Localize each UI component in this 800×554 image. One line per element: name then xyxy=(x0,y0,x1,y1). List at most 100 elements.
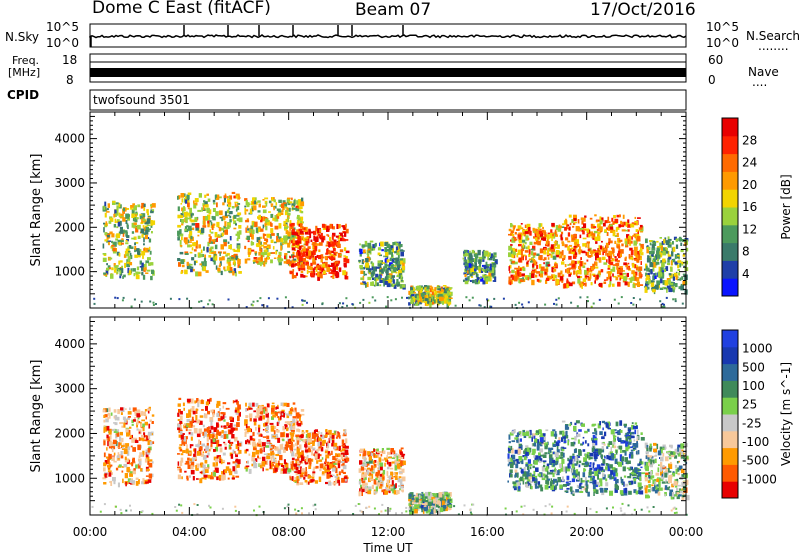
heatmap-cell xyxy=(271,416,274,420)
heatmap-cell xyxy=(246,439,249,443)
heatmap-cell xyxy=(648,269,651,273)
heatmap-cell xyxy=(223,469,226,475)
heatmap-cell xyxy=(146,224,151,227)
heatmap-noise-cell xyxy=(152,301,155,304)
heatmap-noise-cell xyxy=(181,511,184,514)
heatmap-cell xyxy=(259,445,262,448)
heatmap-cell xyxy=(582,237,587,240)
heatmap-cell xyxy=(478,259,482,264)
heatmap-cell xyxy=(119,268,124,273)
heatmap-cell xyxy=(143,411,146,416)
heatmap-cell xyxy=(561,261,565,265)
heatmap-cell xyxy=(625,244,629,248)
heatmap-cell xyxy=(333,239,337,243)
heatmap-cell xyxy=(325,226,329,230)
heatmap-cell xyxy=(244,212,247,215)
heatmap-cell xyxy=(603,222,606,227)
heatmap-cell xyxy=(381,278,384,281)
heatmap-cell xyxy=(294,452,299,456)
heatmap-cell xyxy=(328,250,332,254)
heatmap-cell xyxy=(258,427,261,433)
heatmap-cell xyxy=(524,250,529,253)
heatmap-cell xyxy=(619,253,622,258)
heatmap-cell xyxy=(318,445,322,449)
heatmap-cell xyxy=(584,215,587,218)
heatmap-cell xyxy=(201,265,204,271)
heatmap-cell xyxy=(463,279,466,282)
heatmap-cell xyxy=(519,268,522,272)
heatmap-cell xyxy=(248,407,253,410)
heatmap-cell xyxy=(193,203,197,205)
heatmap-cell xyxy=(312,468,315,473)
heatmap-cell xyxy=(333,261,336,267)
heatmap-noise-cell xyxy=(180,504,183,507)
heatmap-noise-cell xyxy=(342,302,345,305)
heatmap-cell xyxy=(143,227,146,232)
heatmap-cell xyxy=(550,254,553,258)
heatmap-cell xyxy=(421,504,424,509)
heatmap-noise-cell xyxy=(544,505,547,508)
heatmap-cell xyxy=(550,244,554,249)
heatmap-cell xyxy=(327,264,330,270)
heatmap-cell xyxy=(252,402,255,407)
heatmap-noise-cell xyxy=(395,512,397,515)
heatmap-cell xyxy=(331,433,336,436)
heatmap-cell xyxy=(436,509,441,514)
heatmap-cell xyxy=(583,283,586,285)
heatmap-cell xyxy=(536,264,539,269)
heatmap-noise-cell xyxy=(527,301,530,304)
heatmap-cell xyxy=(489,263,492,268)
heatmap-cell xyxy=(275,249,278,252)
heatmap-cell xyxy=(290,421,292,427)
heatmap-cell xyxy=(108,472,112,477)
heatmap-cell xyxy=(181,207,184,212)
heatmap-cell xyxy=(179,448,183,452)
heatmap-cell xyxy=(313,466,317,469)
heatmap-cell xyxy=(285,441,288,447)
heatmap-cell xyxy=(379,474,383,477)
heatmap-cell xyxy=(106,208,109,211)
heatmap-cell xyxy=(140,468,143,472)
heatmap-cell xyxy=(547,249,550,255)
heatmap-cell xyxy=(370,453,374,457)
heatmap-cell xyxy=(232,449,235,454)
heatmap-cell xyxy=(123,418,127,424)
heatmap-cell xyxy=(521,239,526,243)
heatmap-cell xyxy=(391,472,396,476)
heatmap-cell xyxy=(263,249,268,256)
heatmap-cell xyxy=(388,461,392,467)
heatmap-cell xyxy=(662,247,666,251)
heatmap-cell xyxy=(300,250,303,255)
heatmap-cell xyxy=(111,240,113,244)
heatmap-noise-cell xyxy=(413,303,416,306)
heatmap-cell xyxy=(571,260,575,264)
heatmap-cell xyxy=(509,264,512,269)
heatmap-cell xyxy=(558,225,562,229)
heatmap-cell xyxy=(139,260,142,265)
heatmap-cell xyxy=(270,223,273,227)
heatmap-cell xyxy=(152,461,154,464)
heatmap-cell xyxy=(268,200,272,204)
heatmap-cell xyxy=(209,229,211,233)
heatmap-cell xyxy=(538,279,542,283)
heatmap-cell xyxy=(377,451,379,454)
heatmap-cell xyxy=(125,252,130,257)
heatmap-cell xyxy=(106,267,110,271)
heatmap-cell xyxy=(666,285,671,289)
heatmap-cell xyxy=(625,263,629,268)
heatmap-cell xyxy=(131,480,135,484)
heatmap-cell xyxy=(201,443,205,447)
heatmap-noise-cell xyxy=(250,303,253,306)
heatmap-cell xyxy=(205,215,208,221)
heatmap-cell xyxy=(394,251,397,254)
heatmap-cell xyxy=(656,251,660,256)
heatmap-cell xyxy=(195,415,198,421)
heatmap-cell xyxy=(342,231,346,234)
heatmap-cell xyxy=(622,221,625,225)
heatmap-cell xyxy=(614,256,617,258)
heatmap-cell xyxy=(107,265,111,270)
heatmap-cell xyxy=(129,471,134,474)
heatmap-cell xyxy=(582,243,586,247)
heatmap-cell xyxy=(270,259,273,264)
heatmap-cell xyxy=(520,248,525,252)
